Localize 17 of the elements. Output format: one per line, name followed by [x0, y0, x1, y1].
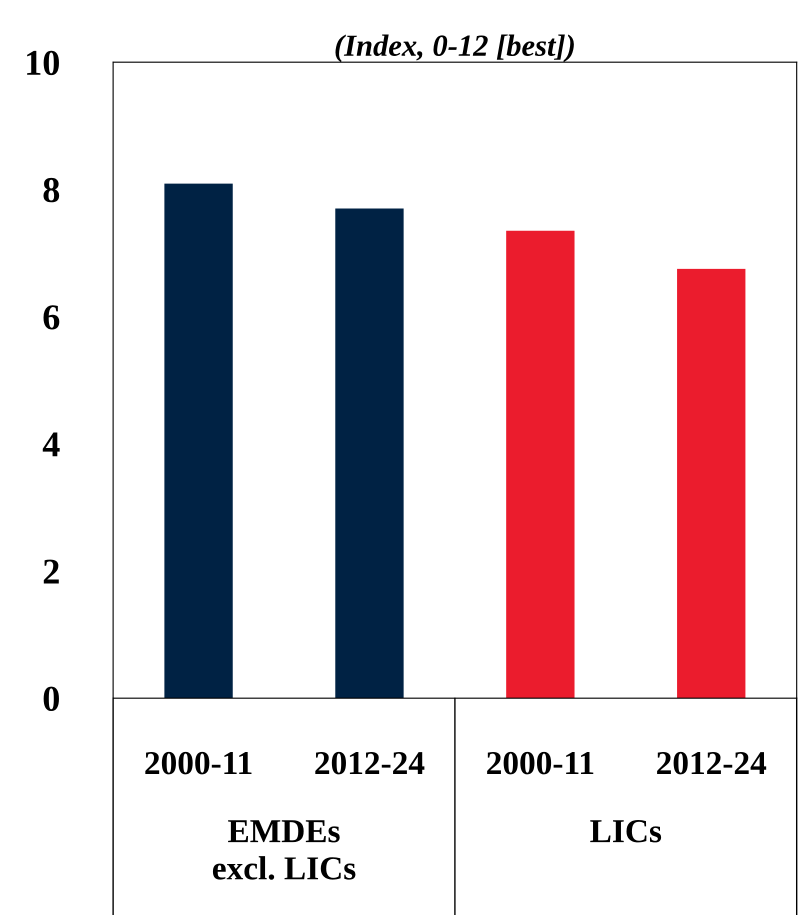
text: EMDEs excl. LICs [212, 820, 356, 880]
x-tick-label: 2000-11 [487, 752, 594, 774]
y-tick-label: 8 [43, 178, 60, 202]
y-tick-label: 0 [44, 686, 59, 712]
y-tick-label: 4 [42, 432, 60, 456]
y-tick-label: 2 [44, 560, 59, 584]
x-tick-label: 2012-24 [315, 752, 424, 774]
bar [506, 230, 575, 698]
x-tick-label: 2000-11 [145, 752, 252, 774]
x-tick-label: 2012-24 [657, 752, 766, 774]
bar [677, 268, 746, 698]
y-tick-label: 6 [44, 305, 60, 330]
text: LICs [590, 820, 662, 842]
chart-title: (Index, 0-12 [best]) [335, 34, 574, 62]
bar [164, 184, 233, 698]
bar [335, 208, 404, 698]
y-tick-label: 10 [27, 50, 59, 76]
